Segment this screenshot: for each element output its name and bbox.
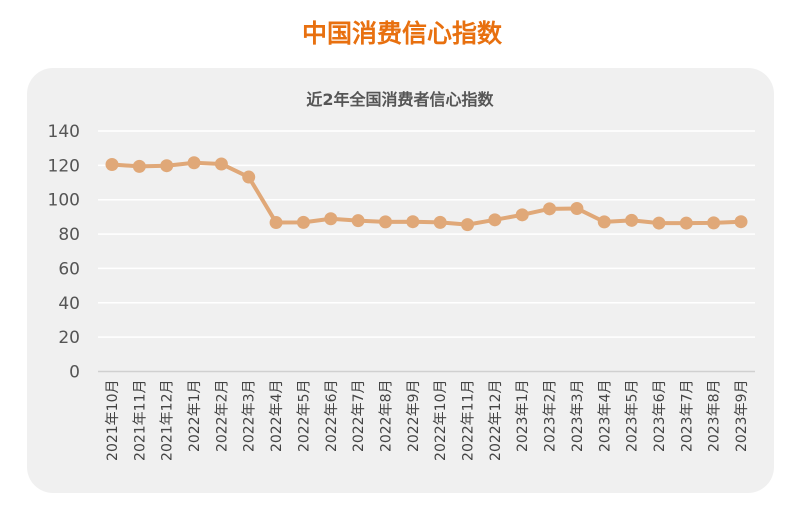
data-point	[461, 218, 475, 232]
data-point	[351, 214, 365, 228]
y-tick-label: 40	[58, 294, 80, 314]
x-tick-label: 2022年12月	[488, 380, 504, 461]
data-point	[132, 159, 146, 173]
data-point	[269, 216, 283, 230]
x-tick-label: 2022年5月	[296, 380, 312, 453]
x-tick-label: 2021年10月	[105, 380, 121, 461]
x-tick-label: 2023年8月	[707, 380, 723, 453]
y-tick-label: 80	[58, 225, 80, 245]
x-tick-label: 2022年2月	[214, 380, 230, 453]
x-tick-label: 2023年6月	[652, 380, 668, 453]
y-tick-label: 20	[58, 328, 80, 348]
data-point	[679, 216, 693, 230]
x-tick-label: 2023年4月	[597, 380, 613, 453]
data-point	[734, 215, 748, 229]
x-tick-label: 2023年9月	[734, 380, 750, 453]
data-point	[625, 213, 639, 227]
data-point	[324, 212, 338, 226]
data-point	[488, 213, 502, 227]
x-tick-label: 2022年8月	[378, 380, 394, 453]
data-point	[597, 215, 611, 229]
series-line	[111, 160, 742, 227]
x-tick-label: 2021年12月	[160, 380, 176, 461]
x-tick-label: 2022年7月	[351, 380, 367, 453]
data-point	[242, 170, 256, 184]
x-tick-label: 2021年11月	[132, 380, 148, 461]
data-point	[378, 215, 392, 229]
x-tick-label: 2022年6月	[324, 380, 340, 453]
chart-card	[27, 68, 774, 493]
y-tick-label: 140	[48, 122, 80, 142]
data-point	[515, 208, 529, 222]
data-point	[433, 215, 447, 229]
page-title: 中国消费信心指数	[301, 19, 502, 48]
data-point	[160, 159, 174, 173]
data-point	[543, 202, 557, 216]
data-point	[570, 201, 584, 215]
x-tick-label: 2023年7月	[679, 380, 695, 453]
x-tick-label: 2023年5月	[625, 380, 641, 453]
y-tick-label: 120	[48, 156, 80, 176]
x-tick-label: 2023年2月	[543, 380, 559, 453]
x-tick-label: 2022年3月	[242, 380, 258, 453]
chart-title: 近2年全国消费者信心指数	[306, 90, 494, 109]
x-tick-label: 2022年1月	[187, 380, 203, 453]
data-point	[652, 216, 666, 230]
x-tick-label: 2023年1月	[515, 380, 531, 453]
data-point	[105, 157, 119, 171]
x-tick-label: 2022年9月	[406, 380, 422, 453]
y-tick-label: 60	[58, 259, 80, 279]
data-point	[296, 215, 310, 229]
x-tick-label: 2023年3月	[570, 380, 586, 453]
data-point	[406, 215, 420, 229]
x-tick-label: 2022年10月	[433, 380, 449, 461]
data-point	[707, 216, 721, 230]
data-point	[214, 157, 228, 171]
data-point	[187, 156, 201, 170]
y-tick-label: 0	[69, 363, 80, 383]
y-tick-label: 100	[48, 191, 80, 211]
x-tick-label: 2022年4月	[269, 380, 285, 453]
x-tick-label: 2022年11月	[461, 380, 477, 461]
